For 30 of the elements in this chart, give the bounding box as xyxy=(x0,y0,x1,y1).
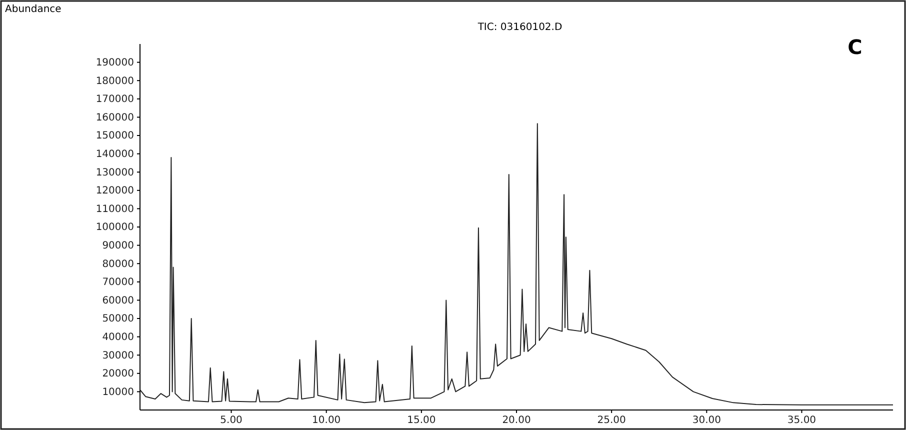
y-tick-label: 90000 xyxy=(102,240,134,252)
x-tick-label: 35.00 xyxy=(787,415,816,426)
y-tick-label: 60000 xyxy=(102,295,134,306)
y-tick-label: 180000 xyxy=(96,76,134,87)
y-tick-label: 40000 xyxy=(102,332,134,343)
y-tick-label: 150000 xyxy=(96,130,134,142)
x-tick-label: 10.00 xyxy=(312,415,341,426)
y-tick-label: 50000 xyxy=(102,314,134,325)
y-tick-label: 110000 xyxy=(96,204,134,215)
y-tick-label: 70000 xyxy=(102,277,134,288)
y-tick-label: 120000 xyxy=(96,186,134,197)
y-tick-label: 130000 xyxy=(96,167,134,178)
line-series xyxy=(140,123,894,406)
y-tick-label: 190000 xyxy=(96,58,134,68)
x-tick-label: 5.00 xyxy=(220,415,242,426)
y-tick-label: 140000 xyxy=(96,149,134,160)
chart-title: TIC: 03160102.D xyxy=(476,22,562,33)
y-tick-label: 170000 xyxy=(96,94,134,106)
x-tick-label: 25.00 xyxy=(597,415,626,426)
annotation: C xyxy=(848,35,862,59)
y-tick-label: 10000 xyxy=(102,386,134,398)
y-axis-title: Abundance xyxy=(5,4,62,15)
x-tick-label: 30.00 xyxy=(692,415,721,426)
x-tick-label: 20.00 xyxy=(502,415,531,426)
y-tick-label: 20000 xyxy=(102,368,134,380)
y-tick-label: 80000 xyxy=(102,258,134,270)
x-tick-label: 15.00 xyxy=(407,415,436,426)
y-tick-label: 30000 xyxy=(102,350,134,362)
y-tick-label: 100000 xyxy=(96,222,134,234)
y-tick-label: 160000 xyxy=(96,112,134,124)
